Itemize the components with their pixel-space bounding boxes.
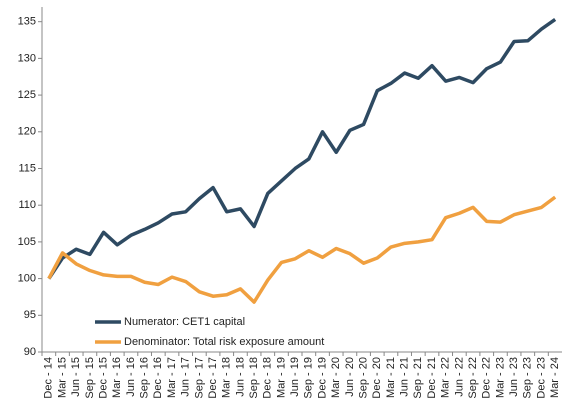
x-tick-label: Sep - 15 — [84, 357, 96, 399]
y-tick-label: 125 — [18, 89, 36, 101]
x-tick-label: Dec - 18 — [262, 357, 274, 399]
x-tick-label: Sep - 19 — [303, 357, 315, 399]
x-tick-label: Dec - 22 — [481, 357, 493, 399]
x-tick-label: Jun - 15 — [70, 357, 82, 397]
x-tick-label: Dec - 14 — [43, 357, 55, 399]
legend-label: Denominator: Total risk exposure amount — [124, 336, 324, 348]
y-tick-label: 130 — [18, 52, 36, 64]
series-line — [47, 18, 557, 280]
x-tick-label: Sep - 17 — [193, 357, 205, 399]
x-tick-label: Jun - 18 — [234, 357, 246, 397]
y-tick-label: 120 — [18, 126, 36, 138]
x-tick-label: Mar - 17 — [166, 357, 178, 398]
x-tick-label: Mar - 22 — [440, 357, 452, 398]
x-tick-label: Mar - 20 — [330, 357, 342, 398]
y-tick-label: 135 — [18, 16, 36, 28]
x-tick-label: Dec - 15 — [97, 357, 109, 399]
x-tick-label: Dec - 20 — [371, 357, 383, 399]
x-tick-label: Mar - 24 — [549, 357, 561, 398]
x-tick-label: Jun - 17 — [180, 357, 192, 397]
x-tick-label: Jun - 19 — [289, 357, 301, 397]
x-tick-label: Dec - 19 — [316, 357, 328, 399]
x-tick-label: Mar - 19 — [275, 357, 287, 398]
x-tick-label: Dec - 17 — [207, 357, 219, 399]
x-tick-label: Sep - 20 — [357, 357, 369, 399]
x-tick-label: Sep - 23 — [522, 357, 534, 399]
series-line — [47, 195, 557, 304]
y-tick-label: 95 — [24, 309, 36, 321]
x-tick-label: Mar - 18 — [221, 357, 233, 398]
x-tick-label: Dec - 16 — [152, 357, 164, 399]
x-tick-label: Mar - 23 — [494, 357, 506, 398]
x-tick-label: Sep - 22 — [467, 357, 479, 399]
x-tick-label: Jun - 23 — [508, 357, 520, 397]
x-tick-label: Sep - 16 — [139, 357, 151, 399]
x-tick-label: Dec - 21 — [426, 357, 438, 399]
y-tick-label: 90 — [24, 346, 36, 358]
x-tick-label: Jun - 20 — [344, 357, 356, 397]
x-tick-label: Mar - 16 — [111, 357, 123, 398]
y-tick-label: 115 — [18, 162, 36, 174]
x-tick-label: Dec - 23 — [535, 357, 547, 399]
x-tick-label: Mar - 21 — [385, 357, 397, 398]
x-tick-label: Jun - 21 — [399, 357, 411, 397]
x-tick-label: Jun - 22 — [453, 357, 465, 397]
y-tick-label: 100 — [18, 273, 36, 285]
x-tick-label: Mar - 15 — [56, 357, 68, 398]
x-tick-label: Sep - 18 — [248, 357, 260, 399]
x-tick-label: Jun - 16 — [125, 357, 137, 397]
y-tick-label: 110 — [18, 199, 36, 211]
legend-label: Numerator: CET1 capital — [124, 316, 245, 328]
x-tick-label: Sep - 21 — [412, 357, 424, 399]
y-tick-label: 105 — [18, 236, 36, 248]
